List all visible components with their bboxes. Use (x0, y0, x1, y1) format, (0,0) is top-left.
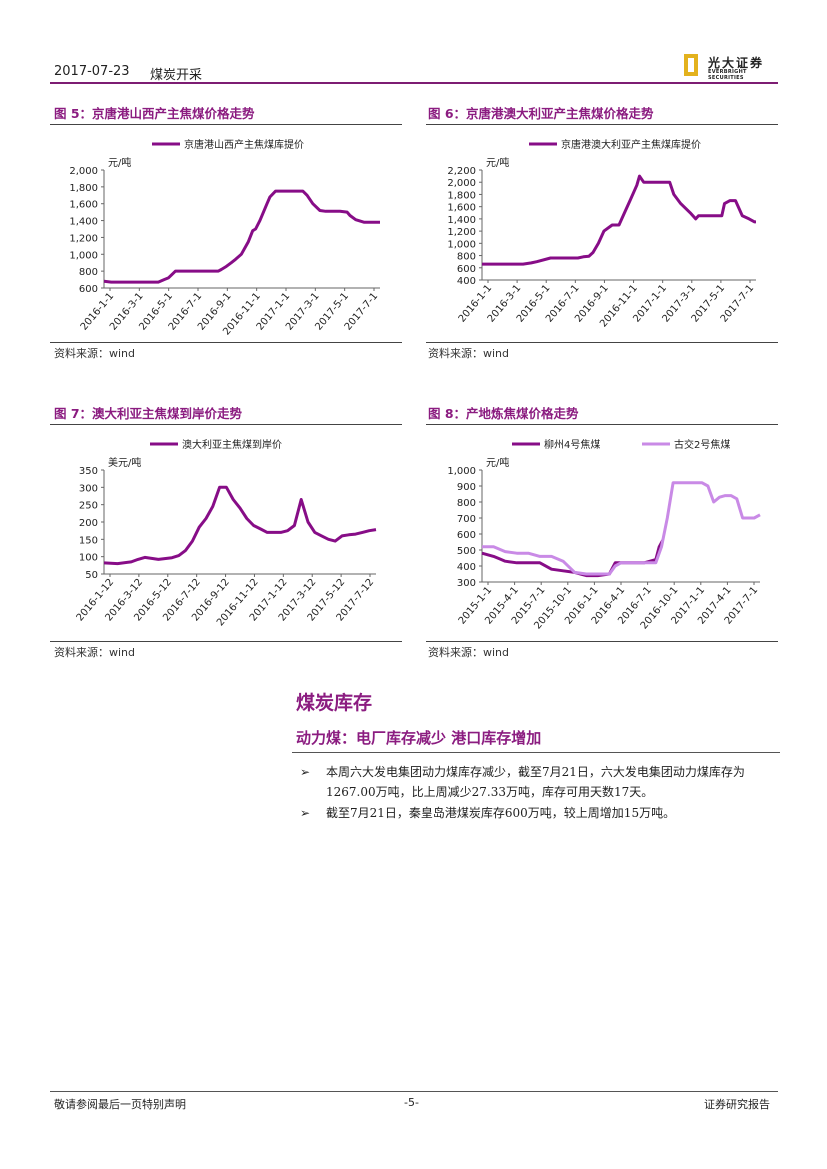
y-axis-unit-label: 美元/吨 (108, 456, 141, 469)
y-tick-label: 400 (457, 276, 476, 287)
figure-8-bottom-rule (426, 641, 778, 642)
figure-7-rule (50, 424, 402, 425)
figure-6-title: 图 6：京唐港澳大利亚产主焦煤价格走势 (428, 106, 654, 121)
y-tick-label: 800 (79, 267, 98, 278)
figure-6-source: 资料来源：wind (428, 347, 510, 360)
y-tick-label: 600 (457, 264, 476, 275)
header-date: 2017-07-23 (54, 64, 130, 79)
y-tick-label: 250 (79, 501, 98, 512)
series-line (103, 485, 377, 566)
y-tick-label: 1,000 (447, 239, 476, 250)
y-tick-label: 1,400 (447, 215, 476, 226)
bullet-item: ➢ 本周六大发电集团动力煤库存减少，截至7月21日，六大发电集团动力煤库存为12… (300, 762, 780, 802)
logo-cn-text: 光大证券 (708, 56, 765, 70)
y-tick-label: 150 (79, 535, 98, 546)
y-tick-label: 1,800 (69, 183, 98, 194)
chart-figure-8: 3004005006007008009001,000元/吨2015-1-1201… (447, 438, 761, 632)
y-tick-label: 200 (79, 518, 98, 529)
y-tick-label: 2,200 (447, 166, 476, 177)
y-tick-label: 900 (457, 482, 476, 493)
legend-label: 京唐港澳大利亚产主焦煤库提价 (561, 138, 701, 151)
y-tick-label: 400 (457, 562, 476, 573)
chart-figure-5: 6008001,0001,2001,4001,6001,8002,000元/吨2… (69, 138, 380, 338)
figure-8-title: 图 8：产地炼焦煤价格走势 (428, 406, 579, 421)
y-tick-label: 100 (79, 553, 98, 564)
series-line (103, 189, 380, 284)
figure-6-bottom-rule (426, 342, 778, 343)
logo-mark-icon (684, 54, 698, 76)
y-tick-label: 1,800 (447, 190, 476, 201)
figure-8-source: 资料来源：wind (428, 646, 510, 659)
subsection-rule (292, 752, 780, 753)
legend-label: 古交2号焦煤 (674, 438, 730, 451)
y-tick-label: 1,000 (447, 466, 476, 477)
header-category: 煤炭开采 (150, 68, 203, 83)
y-tick-label: 300 (79, 483, 98, 494)
footer-disclaimer: 敬请参阅最后一页特别声明 (54, 1098, 186, 1111)
y-tick-label: 2,000 (69, 166, 98, 177)
subsection-title: 动力煤：电厂库存减少 港口库存增加 (296, 729, 542, 747)
series-line (482, 481, 761, 576)
page-number: -5- (404, 1096, 419, 1109)
figure-8-rule (426, 424, 778, 425)
y-tick-label: 1,200 (69, 233, 98, 244)
y-tick-label: 1,000 (69, 250, 98, 261)
legend-label: 澳大利亚主焦煤到岸价 (182, 438, 282, 451)
arrow-bullet-icon: ➢ (300, 765, 311, 779)
y-tick-label: 1,600 (69, 200, 98, 211)
figure-7-source: 资料来源：wind (54, 646, 136, 659)
footer-report-type: 证券研究报告 (704, 1098, 770, 1111)
y-axis-unit-label: 元/吨 (486, 456, 509, 469)
bullet-text: 截至7月21日，秦皇岛港煤炭库存600万吨，较上周增加15万吨。 (326, 806, 676, 820)
figure-5-source: 资料来源：wind (54, 347, 136, 360)
figure-6-rule (426, 124, 778, 125)
figure-7-bottom-rule (50, 641, 402, 642)
y-tick-label: 800 (457, 498, 476, 509)
arrow-bullet-icon: ➢ (300, 806, 311, 820)
y-tick-label: 1,400 (69, 217, 98, 228)
y-tick-label: 300 (457, 578, 476, 589)
bullet-item: ➢ 截至7月21日，秦皇岛港煤炭库存600万吨，较上周增加15万吨。 (300, 803, 780, 823)
header-rule (50, 82, 778, 84)
y-tick-label: 350 (79, 466, 98, 477)
y-tick-label: 50 (85, 570, 98, 581)
section-title: 煤炭库存 (296, 692, 373, 714)
y-tick-label: 600 (79, 284, 98, 295)
y-tick-label: 800 (457, 252, 476, 263)
y-tick-label: 1,200 (447, 227, 476, 238)
y-tick-label: 2,000 (447, 178, 476, 189)
legend-label: 京唐港山西产主焦煤库提价 (184, 138, 304, 151)
logo-en-text: EVERBRIGHT SECURITIES (708, 69, 747, 81)
legend-label: 柳州4号焦煤 (544, 438, 600, 451)
bullet-text: 本周六大发电集团动力煤库存减少，截至7月21日，六大发电集团动力煤库存为1267… (326, 765, 745, 799)
company-logo: 光大证券 EVERBRIGHT SECURITIES (684, 54, 780, 81)
chart-figure-7: 50100150200250300350美元/吨2016-1-122016-3-… (75, 438, 377, 628)
y-tick-label: 500 (457, 546, 476, 557)
footer-rule (50, 1091, 778, 1092)
series-line (482, 174, 757, 266)
figure-5-rule (50, 124, 402, 125)
y-axis-unit-label: 元/吨 (108, 156, 131, 169)
figure-7-title: 图 7：澳大利亚主焦煤到岸价走势 (54, 406, 243, 421)
figure-5-bottom-rule (50, 342, 402, 343)
y-tick-label: 1,600 (447, 203, 476, 214)
figure-5-title: 图 5：京唐港山西产主焦煤价格走势 (54, 106, 255, 121)
y-axis-unit-label: 元/吨 (486, 156, 509, 169)
y-tick-label: 600 (457, 530, 476, 541)
y-tick-label: 700 (457, 514, 476, 525)
